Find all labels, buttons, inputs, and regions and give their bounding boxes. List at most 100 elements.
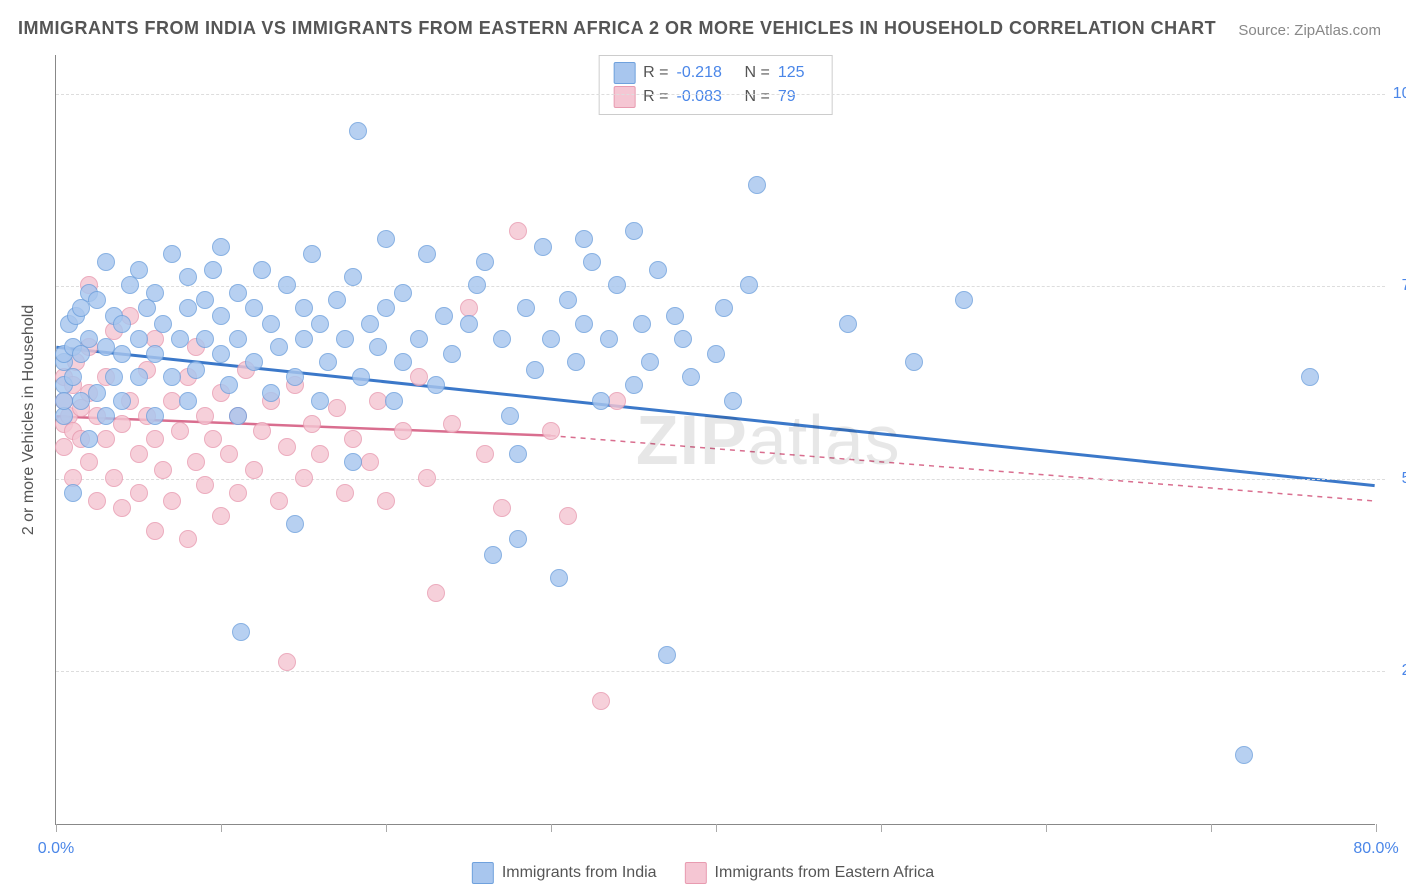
data-point [97,338,115,356]
data-point [336,330,354,348]
data-point [1235,746,1253,764]
data-point [212,238,230,256]
y-tick-label: 50.0% [1387,470,1406,488]
x-tick [56,824,57,832]
data-point [649,261,667,279]
data-point [658,646,676,664]
data-point [509,445,527,463]
data-point [905,353,923,371]
data-point [369,392,387,410]
data-point [295,299,313,317]
data-point [418,469,436,487]
stats-row: R =-0.083N =79 [613,86,818,108]
x-tick [1046,824,1047,832]
data-point [724,392,742,410]
data-point [311,445,329,463]
data-point [369,338,387,356]
data-point [97,430,115,448]
data-point [55,392,73,410]
data-point [97,253,115,271]
data-point [344,453,362,471]
data-point [715,299,733,317]
data-point [344,430,362,448]
data-point [955,291,973,309]
y-tick-label: 25.0% [1387,662,1406,680]
data-point [270,338,288,356]
data-point [583,253,601,271]
data-point [130,261,148,279]
data-point [130,445,148,463]
data-point [608,276,626,294]
data-point [666,307,684,325]
data-point [80,453,98,471]
x-tick [881,824,882,832]
data-point [171,330,189,348]
data-point [344,268,362,286]
data-point [361,315,379,333]
data-point [427,584,445,602]
data-point [839,315,857,333]
legend-label: Immigrants from Eastern Africa [715,864,935,882]
data-point [55,438,73,456]
data-point [245,299,263,317]
x-tick [386,824,387,832]
data-point [64,484,82,502]
legend-item: Immigrants from Eastern Africa [685,862,935,884]
data-point [377,230,395,248]
data-point [311,392,329,410]
data-point [154,461,172,479]
source-name: ZipAtlas.com [1294,22,1381,39]
data-point [204,261,222,279]
data-point [625,222,643,240]
data-point [336,484,354,502]
data-point [130,330,148,348]
data-point [187,361,205,379]
data-point [349,122,367,140]
data-point [113,345,131,363]
data-point [550,569,568,587]
data-point [625,376,643,394]
data-point [418,245,436,263]
y-axis-label: 2 or more Vehicles in Household [20,305,38,535]
data-point [163,392,181,410]
data-point [748,176,766,194]
data-point [72,299,90,317]
stat-n-label: N = [745,64,770,82]
data-point [534,238,552,256]
data-point [163,245,181,263]
data-point [88,384,106,402]
data-point [600,330,618,348]
legend-swatch [613,86,635,108]
data-point [187,453,205,471]
data-point [270,492,288,510]
data-point [542,330,560,348]
data-point [80,430,98,448]
x-tick [716,824,717,832]
data-point [608,392,626,410]
stat-n-value: 125 [778,64,818,82]
data-point [278,653,296,671]
data-point [262,384,280,402]
data-point [220,445,238,463]
data-point [220,376,238,394]
data-point [154,315,172,333]
data-point [146,284,164,302]
gridline [56,671,1385,672]
data-point [212,345,230,363]
gridline [56,286,1385,287]
data-point [542,422,560,440]
data-point [80,330,98,348]
data-point [303,245,321,263]
data-point [179,299,197,317]
data-point [212,507,230,525]
data-point [278,438,296,456]
x-tick-label-right: 80.0% [1353,840,1398,858]
data-point [286,368,304,386]
data-point [633,315,651,333]
data-point [286,515,304,533]
data-point [641,353,659,371]
x-tick [551,824,552,832]
data-point [130,368,148,386]
data-point [97,407,115,425]
data-point [229,407,247,425]
